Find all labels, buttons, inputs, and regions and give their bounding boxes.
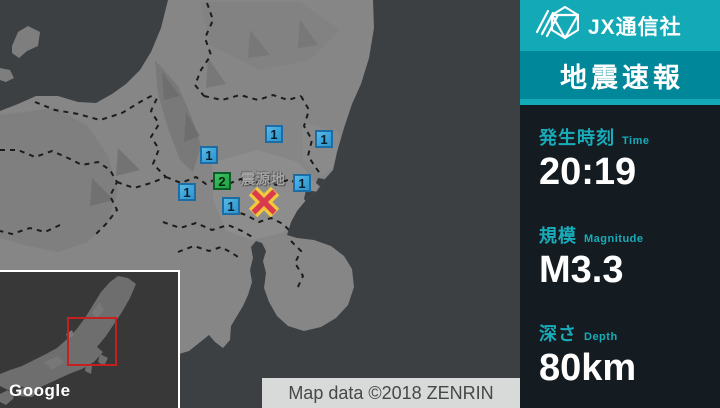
- alert-title: 地震速報: [560, 62, 684, 93]
- magnitude-value: M3.3: [539, 248, 624, 291]
- time-label-en: Time: [622, 135, 650, 147]
- time-section: 発生時刻 Time 20:19: [539, 124, 720, 192]
- brand-name: JX通信社: [588, 15, 682, 39]
- magnitude-section: 規模 Magnitude M3.3: [539, 222, 720, 290]
- brand-header: JX通信社: [520, 0, 720, 51]
- google-logo[interactable]: Google: [9, 381, 71, 400]
- intensity-2-marker: 2: [213, 172, 231, 190]
- map-attribution: Map data ©2018 ZENRIN: [262, 378, 520, 408]
- alert-title-band: 地震速報: [520, 51, 720, 99]
- accent-strip: [520, 99, 720, 105]
- depth-value: 80km: [539, 346, 637, 389]
- intensity-1-marker: 1: [178, 183, 196, 201]
- inset-viewport-rectangle: [67, 317, 117, 366]
- epicenter-label: 震源地: [241, 171, 286, 187]
- intensity-1-marker: 1: [293, 174, 311, 192]
- time-label-jp: 発生時刻: [539, 128, 615, 148]
- intensity-1-marker: 1: [265, 125, 283, 143]
- intensity-1-marker: 1: [200, 146, 218, 164]
- intensity-1-marker: 1: [222, 197, 240, 215]
- depth-label-en: Depth: [584, 330, 618, 343]
- depth-section: 深さ Depth 80km: [539, 320, 720, 388]
- intensity-1-marker: 1: [315, 130, 333, 148]
- time-value: 20:19: [539, 151, 637, 193]
- sidebar: JX通信社 地震速報 発生時刻 Time 20:19 規模 Magnitude …: [520, 0, 720, 408]
- epicenter-x-icon: [246, 184, 282, 220]
- jx-press-logo-icon: [535, 4, 580, 47]
- inset-map[interactable]: Google: [0, 270, 180, 408]
- magnitude-label-jp: 規模: [539, 225, 577, 246]
- magnitude-label-en: Magnitude: [584, 232, 644, 245]
- inset-japan-shape: [0, 272, 178, 408]
- earthquake-info: 発生時刻 Time 20:19 規模 Magnitude M3.3 深さ Dep…: [520, 105, 720, 408]
- depth-label-jp: 深さ: [539, 323, 577, 344]
- map-terrain: [0, 0, 374, 362]
